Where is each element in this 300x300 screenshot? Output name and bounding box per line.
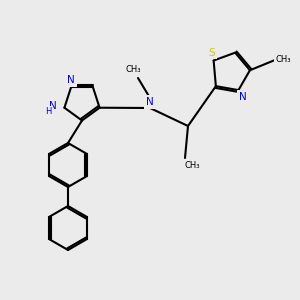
Text: CH₃: CH₃ [275,56,291,64]
Text: CH₃: CH₃ [125,64,141,74]
Text: N: N [67,75,75,85]
Text: N: N [238,92,246,102]
Text: H: H [45,107,52,116]
Text: N: N [146,97,154,107]
Text: S: S [208,47,215,58]
Text: CH₃: CH₃ [184,160,200,169]
Text: N: N [49,101,56,111]
